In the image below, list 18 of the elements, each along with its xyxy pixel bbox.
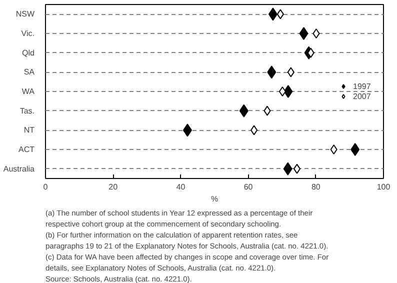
y-tick-label: Australia — [3, 164, 36, 174]
x-tick-label: 80 — [311, 182, 321, 192]
x-tick-label: 60 — [244, 182, 254, 192]
y-tick-label: ACT — [18, 145, 35, 154]
x-tick-label: 20 — [108, 182, 118, 192]
y-tick-label: WA — [22, 87, 36, 96]
y-tick-label: SA — [24, 68, 36, 77]
y-tick-label: NT — [24, 126, 35, 135]
x-axis-title: % — [210, 194, 218, 204]
x-tick-label: 0 — [43, 182, 48, 192]
y-tick-label: NSW — [16, 10, 35, 19]
x-tick-label: 100 — [376, 182, 391, 192]
y-tick-label: Qld — [22, 48, 35, 58]
legend-label: 1997 — [353, 81, 372, 91]
y-tick-label: Vic. — [21, 29, 35, 38]
x-tick-label: 40 — [176, 182, 186, 192]
y-tick-label: Tas. — [20, 106, 34, 116]
legend-label: 2007 — [353, 91, 372, 101]
